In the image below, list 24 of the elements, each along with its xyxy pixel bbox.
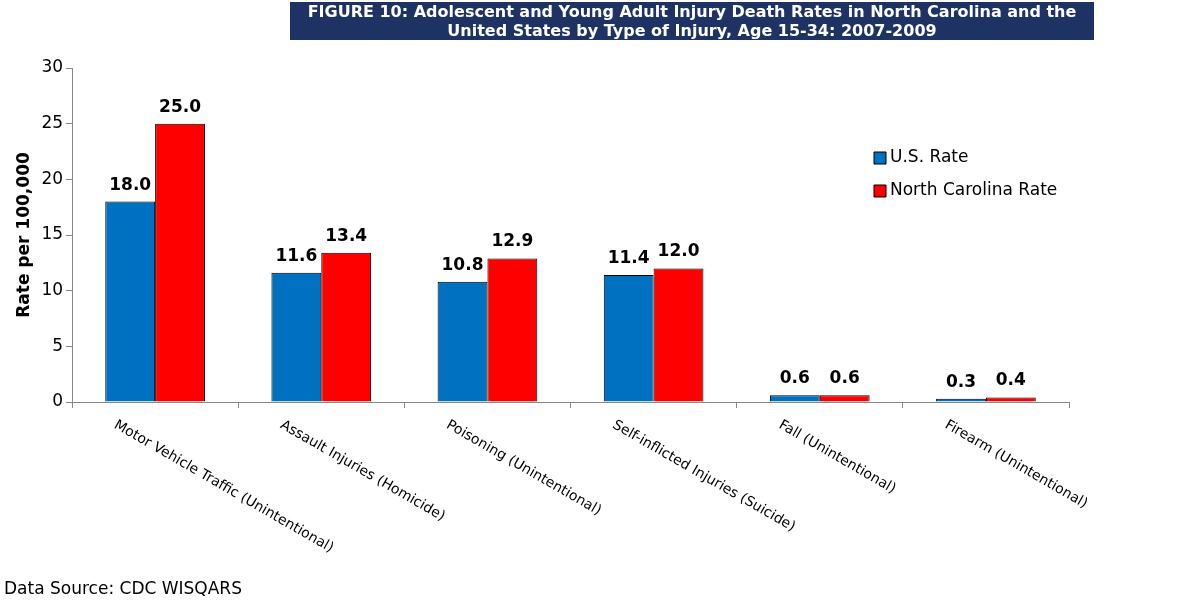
y-axis-title: Rate per 100,000 <box>12 152 33 318</box>
data-label: 0.6 <box>829 367 860 388</box>
legend-label: U.S. Rate <box>890 146 969 167</box>
data-label: 0.4 <box>995 369 1027 390</box>
data-label: 13.4 <box>325 224 368 245</box>
y-tick-label: 25 <box>41 112 64 133</box>
data-label: 25.0 <box>159 95 202 116</box>
y-tick-label: 20 <box>41 167 64 188</box>
data-label: 11.6 <box>275 244 318 265</box>
data-label: 0.3 <box>945 370 977 391</box>
data-label: 12.9 <box>491 230 534 251</box>
data-label: 0.6 <box>779 367 810 388</box>
y-tick-label: 0 <box>52 390 64 411</box>
data-label: 18.0 <box>109 173 152 194</box>
y-tick-label: 5 <box>52 334 64 355</box>
source-note: Data Source: CDC WISQARS <box>4 578 242 598</box>
y-tick-label: 15 <box>41 223 64 244</box>
data-label: 12.0 <box>657 240 700 261</box>
data-label: 11.4 <box>607 247 650 267</box>
chart-title: FIGURE 10: Adolescent and Young Adult Injury Death Rates in North Carolina and the United States by Type of Injury, Age 15-34: 2007-2009 <box>290 2 1094 40</box>
y-tick-label: 30 <box>41 56 64 77</box>
data-label: 10.8 <box>441 253 484 274</box>
y-tick-label: 10 <box>41 279 64 300</box>
legend-label: North Carolina Rate <box>890 179 1058 200</box>
